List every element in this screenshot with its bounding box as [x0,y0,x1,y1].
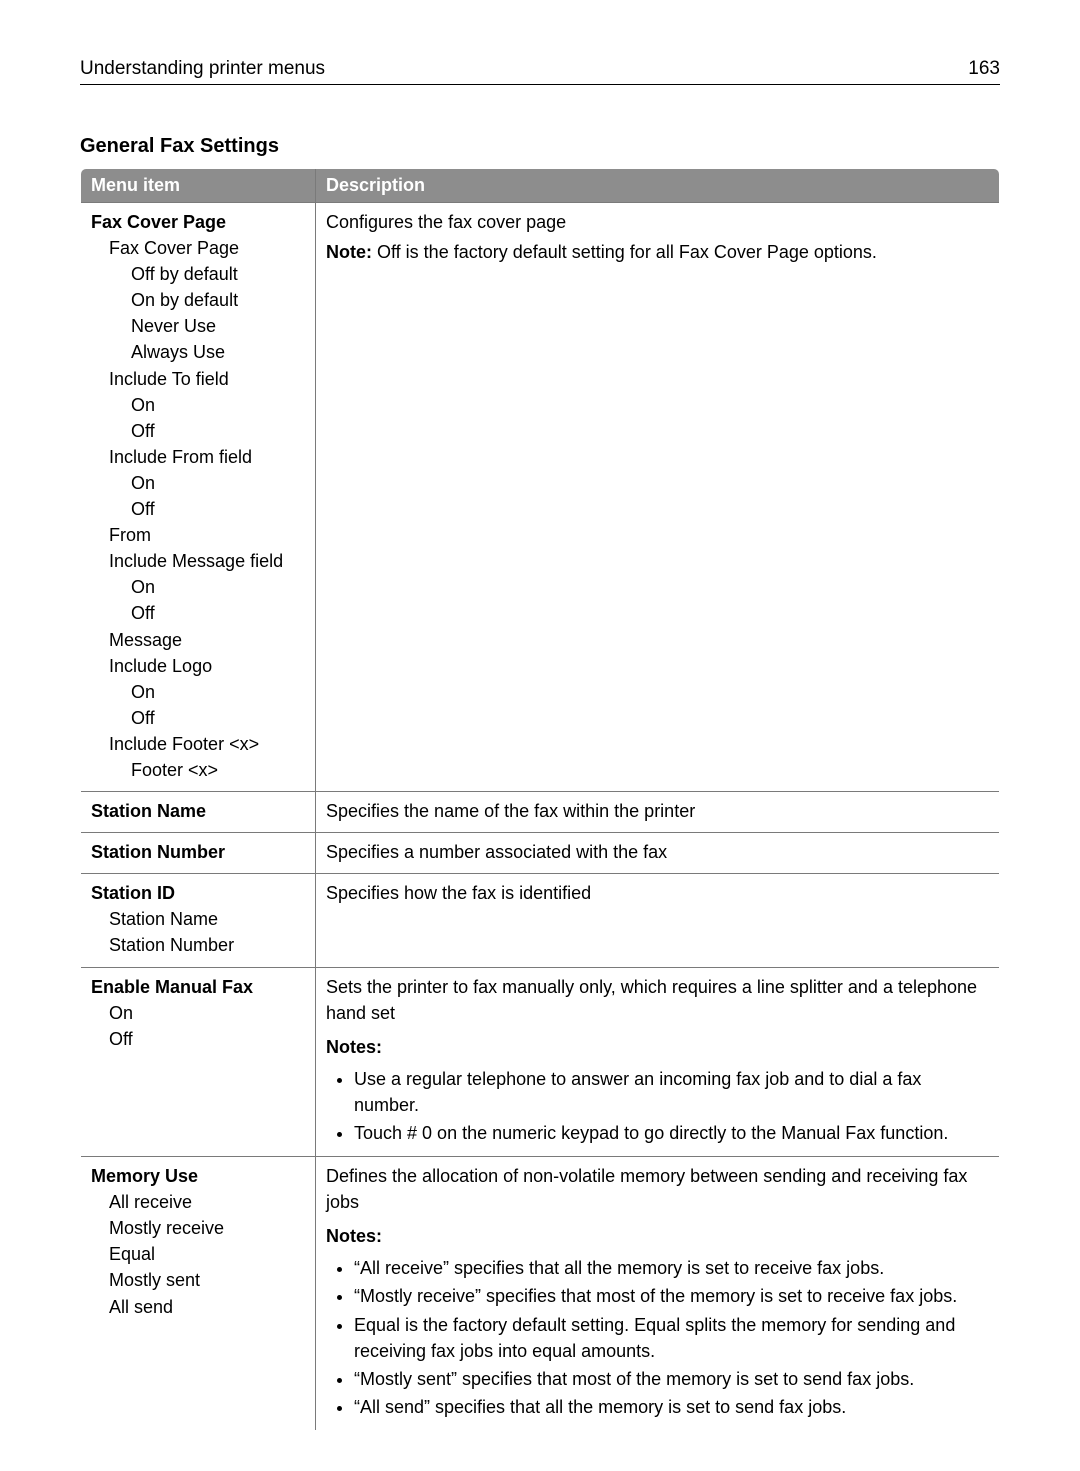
menu-item-title: Enable Manual Fax [91,974,305,1000]
menu-item-option: Off [91,600,305,626]
menu-item-option: Equal [91,1241,305,1267]
menu-item-option: Message [91,627,305,653]
description-lead: Specifies the name of the fax within the… [326,798,989,824]
notes-label: Notes: [326,1223,989,1249]
notes-list-item: “Mostly sent” specifies that most of the… [354,1366,989,1392]
menu-item-option: Off [91,705,305,731]
menu-item-option: On [91,1000,305,1026]
page-number: 163 [968,58,1000,80]
table-row: Station Number Specifies a number associa… [81,833,1000,874]
menu-item-option: Station Number [91,932,305,958]
table-row: Station Name Specifies the name of the fa… [81,792,1000,833]
description-lead: Sets the printer to fax manually only, w… [326,974,989,1026]
notes-list-item: Equal is the factory default setting. Eq… [354,1312,989,1364]
menu-item-option: All send [91,1294,305,1320]
menu-item-option: Footer <x> [91,757,305,783]
description-cell: Specifies how the fax is identified [316,874,1000,967]
menu-item-option: Off [91,418,305,444]
menu-item-option: Off [91,1026,305,1052]
table-row: Memory UseAll receiveMostly receiveEqual… [81,1157,1000,1431]
menu-cell: Station IDStation NameStation Number [81,874,316,967]
col-header-menu: Menu item [81,169,316,203]
notes-list-item: “All receive” specifies that all the mem… [354,1255,989,1281]
description-cell: Configures the fax cover page Note: Off i… [316,203,1000,792]
table-row: Station IDStation NameStation Number Spec… [81,874,1000,967]
description-cell: Specifies a number associated with the f… [316,833,1000,874]
description-note: Note: Off is the factory default setting… [326,239,989,265]
description-lead: Defines the allocation of non-volatile m… [326,1163,989,1215]
menu-item-option: On [91,574,305,600]
description-lead: Specifies a number associated with the f… [326,839,989,865]
menu-item-option: From [91,522,305,548]
header-title: Understanding printer menus [80,58,325,80]
notes-list: “All receive” specifies that all the mem… [326,1255,989,1420]
notes-list-item: “All send” specifies that all the memory… [354,1394,989,1420]
notes-label: Notes: [326,1034,989,1060]
menu-item-option: All receive [91,1189,305,1215]
table-row: Fax Cover PageFax Cover PageOff by defau… [81,203,1000,792]
menu-item-option: Fax Cover Page [91,235,305,261]
menu-item-option: Off by default [91,261,305,287]
menu-cell: Enable Manual FaxOnOff [81,967,316,1157]
menu-item-title: Fax Cover Page [91,209,305,235]
menu-item-title: Station Name [91,798,305,824]
menu-item-option: Mostly receive [91,1215,305,1241]
notes-list-item: Use a regular telephone to answer an inc… [354,1066,989,1118]
table-row: Enable Manual FaxOnOffSets the printer t… [81,967,1000,1157]
menu-item-option: Include Message field [91,548,305,574]
description-cell: Specifies the name of the fax within the… [316,792,1000,833]
menu-item-option: Include To field [91,366,305,392]
description-cell: Sets the printer to fax manually only, w… [316,967,1000,1157]
menu-item-option: On by default [91,287,305,313]
notes-list-item: Touch # 0 on the numeric keypad to go di… [354,1120,989,1146]
note-label: Note: [326,242,372,262]
notes-list: Use a regular telephone to answer an inc… [326,1066,989,1146]
settings-table: Menu item Description Fax Cover PageFax … [80,168,1000,1431]
note-text: Off is the factory default setting for a… [372,242,877,262]
menu-item-title: Memory Use [91,1163,305,1189]
menu-item-title: Station ID [91,880,305,906]
menu-item-option: Include Logo [91,653,305,679]
menu-item-option: On [91,679,305,705]
menu-item-option: Mostly sent [91,1267,305,1293]
table-header-row: Menu item Description [81,169,1000,203]
document-page: Understanding printer menus 163 General … [0,0,1080,1471]
menu-cell: Fax Cover PageFax Cover PageOff by defau… [81,203,316,792]
menu-item-title: Station Number [91,839,305,865]
menu-item-option: On [91,470,305,496]
menu-item-option: Include Footer <x> [91,731,305,757]
description-cell: Defines the allocation of non-volatile m… [316,1157,1000,1431]
running-header: Understanding printer menus 163 [80,58,1000,85]
menu-item-option: Never Use [91,313,305,339]
section-title: General Fax Settings [80,135,1000,158]
menu-item-option: On [91,392,305,418]
menu-cell: Station Name [81,792,316,833]
menu-item-option: Always Use [91,339,305,365]
notes-list-item: “Mostly receive” specifies that most of … [354,1283,989,1309]
menu-cell: Station Number [81,833,316,874]
description-lead: Specifies how the fax is identified [326,880,989,906]
menu-item-option: Include From field [91,444,305,470]
menu-cell: Memory UseAll receiveMostly receiveEqual… [81,1157,316,1431]
col-header-desc: Description [316,169,1000,203]
description-lead: Configures the fax cover page [326,209,989,235]
menu-item-option: Off [91,496,305,522]
menu-item-option: Station Name [91,906,305,932]
